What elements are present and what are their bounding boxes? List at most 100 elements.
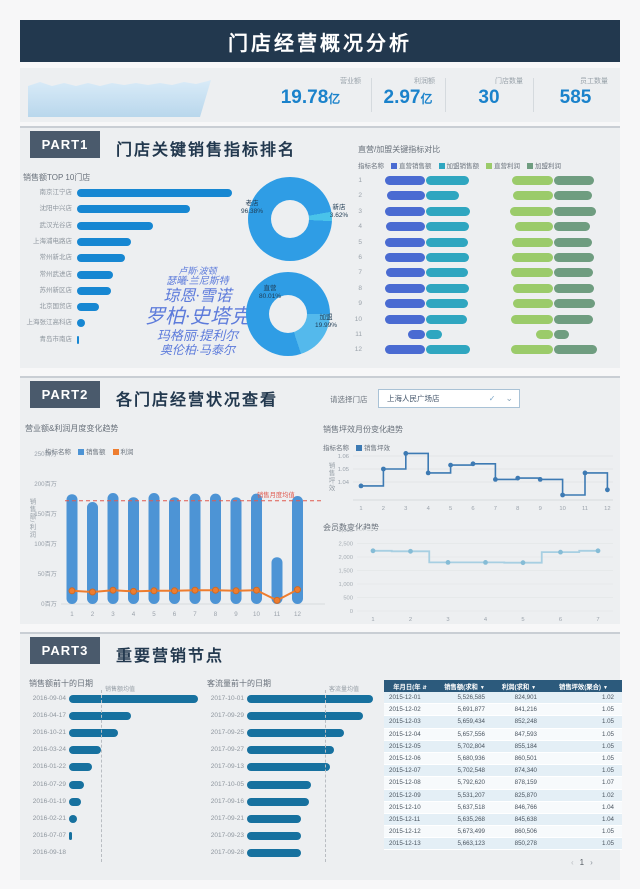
compare-bar[interactable] bbox=[425, 268, 468, 278]
step-point[interactable] bbox=[537, 477, 543, 482]
table-row[interactable]: 2015-12-02 5,691,877 841,216 1.05 bbox=[384, 704, 622, 717]
compare-bar[interactable] bbox=[553, 222, 590, 232]
compare-bar[interactable] bbox=[425, 206, 470, 216]
compare-bar[interactable] bbox=[384, 283, 425, 293]
top10-bar[interactable] bbox=[77, 237, 132, 246]
date-bar[interactable] bbox=[247, 797, 309, 806]
profit-point[interactable] bbox=[273, 596, 281, 604]
step-point[interactable] bbox=[425, 470, 431, 476]
profit-point[interactable] bbox=[294, 586, 301, 594]
profit-point[interactable] bbox=[130, 587, 137, 595]
date-bar[interactable] bbox=[69, 746, 102, 755]
top10-bar[interactable] bbox=[77, 189, 232, 197]
top10-bar[interactable] bbox=[77, 254, 126, 263]
date-bar[interactable] bbox=[247, 814, 302, 823]
compare-bar[interactable] bbox=[384, 206, 425, 216]
compare-bar[interactable] bbox=[511, 253, 553, 262]
members-point[interactable] bbox=[595, 548, 601, 554]
legend-item[interactable]: 加盟利润 bbox=[527, 160, 561, 170]
step-point[interactable] bbox=[470, 461, 476, 467]
table-row[interactable]: 2015-12-01 5,526,585 824,901 1.02 bbox=[384, 692, 622, 705]
sales-bar[interactable] bbox=[148, 493, 160, 604]
sales-bar[interactable] bbox=[66, 494, 78, 604]
table-header-cell[interactable]: 销售额(求和 ▼ bbox=[444, 683, 485, 691]
sales-bar[interactable] bbox=[271, 557, 283, 604]
table-row[interactable]: 2015-12-11 5,635,268 845,638 1.04 bbox=[384, 813, 622, 827]
compare-bar[interactable] bbox=[553, 206, 596, 216]
legend-item[interactable]: 直营销售额 bbox=[391, 160, 432, 170]
table-header-cell[interactable]: 年月日(年 ⇵ bbox=[393, 683, 427, 691]
table-row[interactable]: 2015-12-06 5,680,936 860,501 1.05 bbox=[384, 752, 622, 766]
sort-icon[interactable]: ⇵ bbox=[422, 684, 427, 691]
compare-bar[interactable] bbox=[510, 268, 553, 278]
date-bar[interactable] bbox=[247, 780, 312, 789]
profit-point[interactable] bbox=[109, 586, 117, 594]
compare-bar[interactable] bbox=[553, 283, 594, 293]
legend-item[interactable]: 销售坪效 bbox=[356, 442, 390, 452]
step-point[interactable] bbox=[605, 487, 610, 493]
sales-bar[interactable] bbox=[169, 497, 180, 604]
compare-bar[interactable] bbox=[511, 237, 553, 247]
sales-bar[interactable] bbox=[87, 502, 98, 604]
step-point[interactable] bbox=[448, 462, 453, 468]
compare-bar[interactable] bbox=[425, 345, 470, 355]
compare-bar[interactable] bbox=[553, 253, 594, 262]
compare-bar[interactable] bbox=[425, 176, 469, 185]
chevron-down-icon[interactable]: ⌄ bbox=[505, 393, 513, 403]
step-point[interactable] bbox=[582, 470, 588, 476]
compare-bar[interactable] bbox=[553, 268, 593, 278]
legend-item[interactable]: 直营利润 bbox=[486, 160, 520, 170]
sales-bar[interactable] bbox=[251, 493, 262, 604]
date-bar[interactable] bbox=[69, 814, 77, 823]
compare-bar[interactable] bbox=[384, 237, 425, 247]
top10-bar[interactable] bbox=[77, 221, 153, 230]
table-row[interactable]: 2015-12-04 5,657,556 847,593 1.05 bbox=[384, 728, 622, 741]
page-prev[interactable]: ‹ bbox=[571, 858, 574, 867]
date-bar[interactable] bbox=[247, 695, 373, 703]
compare-bar[interactable] bbox=[425, 299, 468, 309]
members-point[interactable] bbox=[370, 548, 376, 554]
compare-bar[interactable] bbox=[553, 176, 594, 185]
table-header-cell[interactable]: 利润(求和 ▼ bbox=[501, 683, 537, 691]
compare-bar[interactable] bbox=[512, 299, 553, 309]
page-next[interactable]: › bbox=[590, 858, 593, 867]
compare-bar[interactable] bbox=[553, 191, 592, 201]
table-row[interactable]: 2015-12-13 5,663,123 850,278 1.05 bbox=[384, 838, 622, 851]
sales-bar[interactable] bbox=[230, 497, 242, 604]
top10-bar[interactable] bbox=[77, 286, 112, 295]
table-row[interactable]: 2015-12-08 5,792,620 878,159 1.07 bbox=[384, 777, 622, 790]
date-bar[interactable] bbox=[69, 695, 198, 703]
members-point[interactable] bbox=[520, 560, 526, 566]
compare-bar[interactable] bbox=[384, 176, 425, 185]
members-point[interactable] bbox=[558, 549, 563, 555]
table-row[interactable]: 2015-12-10 5,637,518 846,766 1.04 bbox=[384, 801, 622, 814]
profit-point[interactable] bbox=[89, 588, 96, 596]
compare-bar[interactable] bbox=[384, 314, 425, 324]
compare-bar[interactable] bbox=[425, 330, 442, 339]
top10-bar[interactable] bbox=[77, 205, 191, 214]
compare-bar[interactable] bbox=[425, 222, 469, 232]
compare-bar[interactable] bbox=[553, 299, 595, 309]
sales-bar[interactable] bbox=[128, 497, 139, 604]
sales-bar[interactable] bbox=[189, 493, 201, 604]
top10-bar[interactable] bbox=[77, 270, 113, 279]
step-point[interactable] bbox=[560, 492, 565, 498]
date-bar[interactable] bbox=[69, 797, 81, 806]
step-point[interactable] bbox=[515, 475, 521, 481]
compare-bar[interactable] bbox=[509, 206, 553, 216]
compare-bar[interactable] bbox=[553, 345, 597, 355]
table-row[interactable]: 2015-12-07 5,702,548 874,340 1.05 bbox=[384, 765, 622, 778]
store-select[interactable]: 上海人民广场店 ✓ ⌄ bbox=[378, 389, 520, 408]
members-point[interactable] bbox=[483, 560, 488, 565]
date-bar[interactable] bbox=[247, 848, 302, 857]
table-row[interactable]: 2015-12-12 5,673,499 860,506 1.05 bbox=[384, 826, 622, 839]
legend-item[interactable]: 销售额 bbox=[78, 446, 106, 456]
sort-icon[interactable]: ▼ bbox=[603, 684, 608, 691]
compare-bar[interactable] bbox=[425, 314, 467, 324]
members-point[interactable] bbox=[408, 548, 413, 554]
compare-bar[interactable] bbox=[553, 314, 593, 324]
compare-bar[interactable] bbox=[407, 330, 425, 339]
compare-bar[interactable] bbox=[425, 253, 469, 262]
table-row[interactable]: 2015-12-09 5,531,207 825,870 1.02 bbox=[384, 789, 622, 802]
date-bar[interactable] bbox=[69, 763, 93, 772]
